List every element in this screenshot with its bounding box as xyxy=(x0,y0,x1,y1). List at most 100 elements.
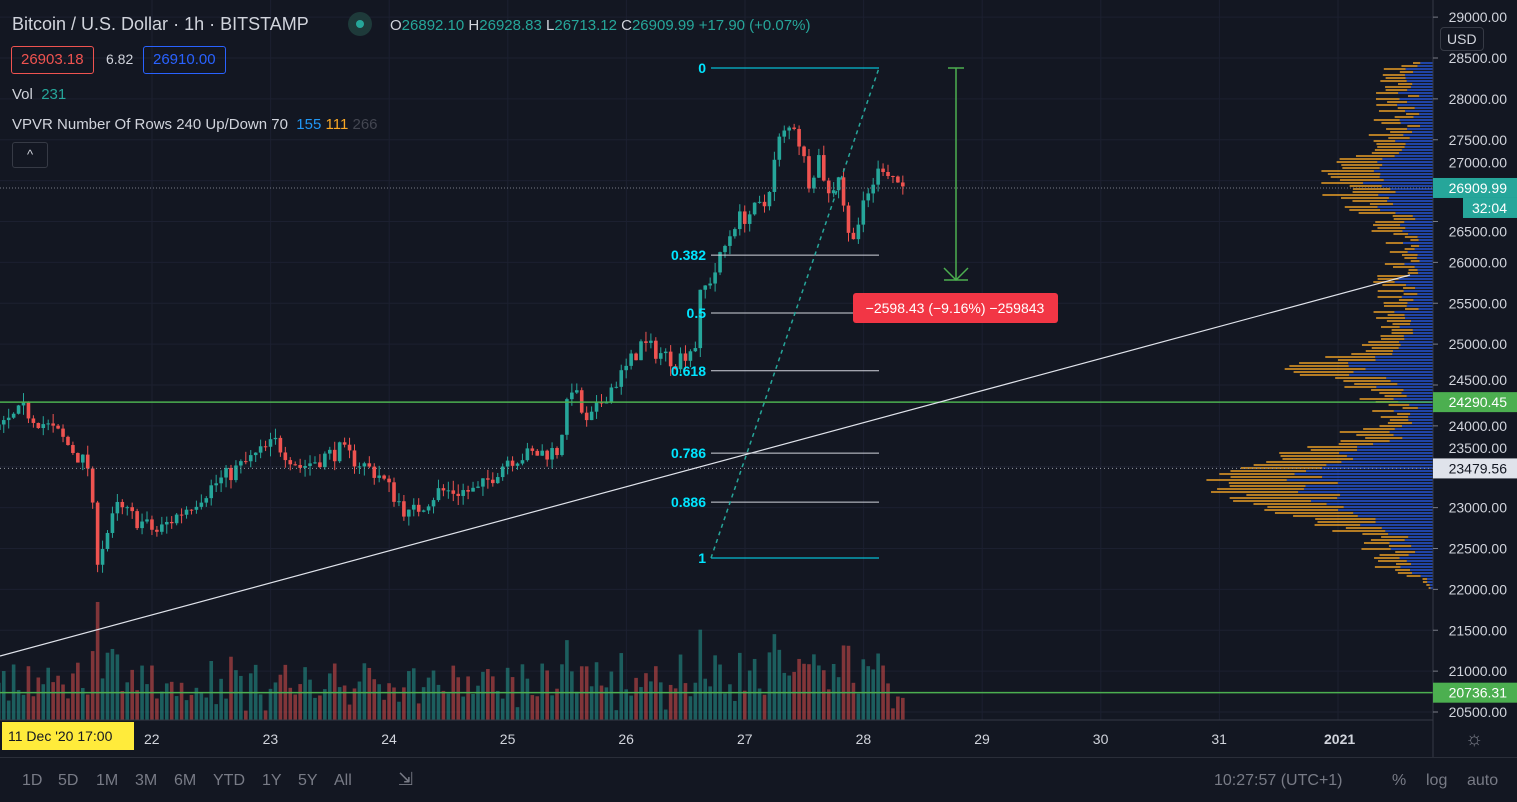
candle-body xyxy=(728,236,732,246)
vpvr-down-bar xyxy=(1393,218,1416,220)
vpvr-up-bar xyxy=(1399,98,1433,100)
volume-bar xyxy=(846,645,851,720)
vpvr-down-bar xyxy=(1412,62,1421,64)
volume-bar xyxy=(589,686,594,720)
price-chart[interactable]: 0 0.382 0.5 0.618 0.786 0.886 1 −2598.43 (−9.16… xyxy=(0,0,1517,757)
candle-body xyxy=(298,465,302,468)
currency-button[interactable]: USD xyxy=(1440,27,1484,51)
volume-bar xyxy=(787,675,792,720)
candle-body xyxy=(337,442,342,462)
vpvr-down-bar xyxy=(1229,497,1338,499)
candle-body xyxy=(71,445,75,453)
volume-bar xyxy=(204,697,209,720)
symbol-title[interactable]: Bitcoin / U.S. Dollar · 1h · BITSTAMP xyxy=(12,14,309,34)
vpvr-down-bar xyxy=(1410,239,1419,241)
vpvr-down-bar xyxy=(1332,530,1386,532)
vpvr-up-bar xyxy=(1403,242,1433,244)
volume-bar xyxy=(76,662,80,720)
vpvr-up-bar xyxy=(1415,218,1433,220)
candle-body xyxy=(792,127,796,129)
volume-bar xyxy=(663,709,668,720)
vpvr-down-bar xyxy=(1376,92,1399,94)
price-tick-label: 28000.00 xyxy=(1449,91,1508,107)
candle-body xyxy=(456,493,461,496)
vpvr-down-bar xyxy=(1358,212,1396,214)
vpvr-down-bar xyxy=(1375,98,1400,100)
candle-body xyxy=(866,193,871,201)
candle-body xyxy=(382,475,386,479)
candle-body xyxy=(787,127,792,131)
vpvr-down-bar xyxy=(1339,179,1384,181)
buy-price-button[interactable]: 26910.00 xyxy=(143,46,226,74)
volume-bar xyxy=(896,696,900,720)
percent-toggle[interactable]: % xyxy=(1392,772,1407,789)
vpvr-up-bar xyxy=(1397,383,1433,385)
range-1m[interactable]: 1M xyxy=(96,772,119,789)
volume-bar xyxy=(219,678,223,720)
vpvr-down-bar xyxy=(1321,182,1364,184)
volume-bar xyxy=(308,679,312,720)
volume-bar xyxy=(609,671,614,720)
range-all[interactable]: All xyxy=(334,772,352,789)
volume-bar xyxy=(693,682,698,720)
vpvr-up-bar xyxy=(1379,167,1433,169)
vpvr-down-bar xyxy=(1377,227,1406,229)
vpvr-up-bar xyxy=(1357,515,1433,517)
crosshair-price-label: 23479.56 xyxy=(1449,460,1508,476)
candle-body xyxy=(619,370,624,387)
candle-body xyxy=(332,449,337,462)
auto-toggle[interactable]: auto xyxy=(1467,772,1499,789)
candle-body xyxy=(861,200,866,225)
vpvr-up-bar xyxy=(1426,578,1433,580)
vpvr-down-bar xyxy=(1373,311,1395,313)
volume-bar xyxy=(155,698,159,720)
vpvr-up-bar xyxy=(1409,404,1433,406)
clock[interactable]: 10:27:57 (UTC+1) xyxy=(1214,772,1343,789)
settings-icon[interactable]: ☼ xyxy=(1465,728,1484,750)
vpvr-up-bar xyxy=(1389,542,1433,544)
goto-date-icon[interactable]: ⇲ xyxy=(398,769,414,789)
vpvr-up-bar xyxy=(1337,497,1433,499)
range-5y[interactable]: 5Y xyxy=(298,772,318,789)
range-1y[interactable]: 1Y xyxy=(262,772,282,789)
range-5d[interactable]: 5D xyxy=(58,772,79,789)
vpvr-down-bar xyxy=(1368,341,1400,343)
volume-bar xyxy=(392,687,396,720)
volume-legend[interactable]: Vol 231 xyxy=(12,86,67,103)
range-ytd[interactable]: YTD xyxy=(213,772,245,789)
candle-body xyxy=(688,351,693,361)
vpvr-up-bar xyxy=(1375,518,1433,520)
log-toggle[interactable]: log xyxy=(1426,772,1448,789)
vpvr-down-bar xyxy=(1279,452,1340,454)
candle-body xyxy=(278,437,283,453)
vpvr-down-bar xyxy=(1428,587,1431,589)
market-status-icon[interactable] xyxy=(348,12,372,36)
collapse-legend-button[interactable]: ^ xyxy=(12,142,48,168)
volume-bar xyxy=(105,652,110,720)
candle-body xyxy=(821,155,826,181)
candle-body xyxy=(658,353,663,359)
vpvr-up-bar xyxy=(1398,92,1433,94)
volume-bar xyxy=(184,700,189,720)
vpvr-up-bar xyxy=(1353,371,1433,373)
sell-price-button[interactable]: 26903.18 xyxy=(11,46,94,74)
volume-bar xyxy=(649,681,653,720)
candle-body xyxy=(76,452,80,463)
candle-body xyxy=(589,411,594,421)
range-6m[interactable]: 6M xyxy=(174,772,197,789)
vpvr-down-bar xyxy=(1211,491,1299,493)
vpvr-down-bar xyxy=(1387,314,1405,316)
candle-body xyxy=(693,348,698,352)
volume-bar xyxy=(747,670,752,720)
volume-bar xyxy=(332,663,337,720)
vpvr-legend[interactable]: VPVR Number Of Rows 240 Up/Down 70 155 1… xyxy=(12,116,378,133)
range-3m[interactable]: 3M xyxy=(135,772,158,789)
candle-body xyxy=(466,490,470,492)
volume-bar xyxy=(851,682,856,720)
range-1d[interactable]: 1D xyxy=(22,772,43,789)
candle-body xyxy=(6,417,11,421)
vpvr-up-bar xyxy=(1403,335,1433,337)
vpvr-up-bar xyxy=(1417,65,1433,67)
volume-bar xyxy=(733,700,737,720)
vpvr-down-bar xyxy=(1317,521,1376,523)
